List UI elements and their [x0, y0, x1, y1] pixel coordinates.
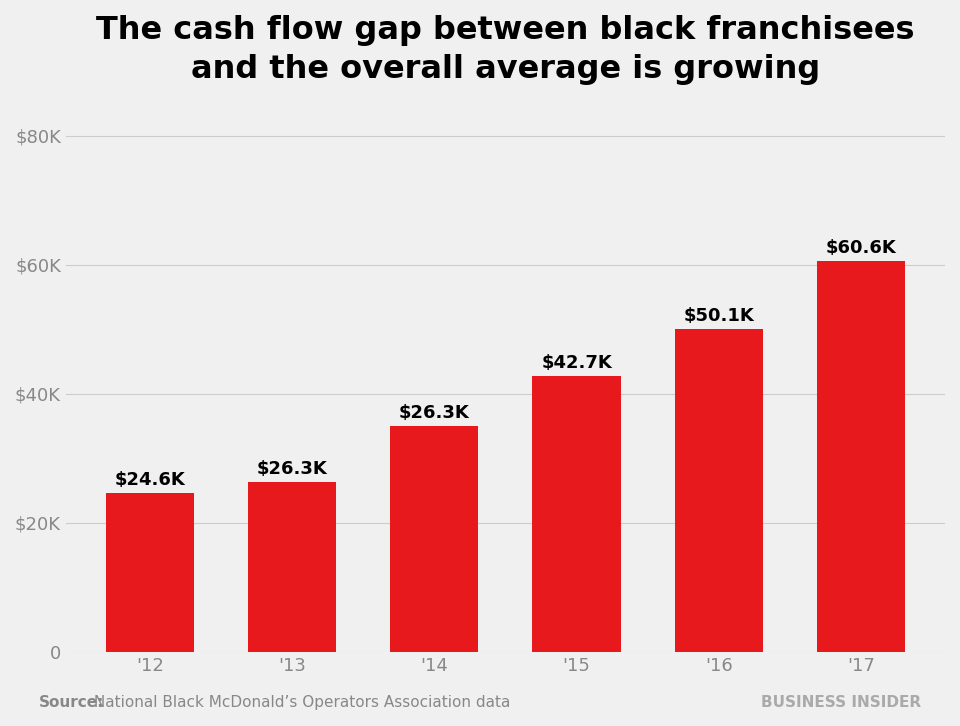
- Bar: [817, 261, 905, 652]
- Text: BUSINESS INSIDER: BUSINESS INSIDER: [761, 695, 922, 710]
- Text: $26.3K: $26.3K: [256, 460, 327, 478]
- Bar: [391, 426, 478, 652]
- Bar: [248, 482, 336, 652]
- Bar: [533, 376, 620, 652]
- Text: $24.6K: $24.6K: [114, 471, 185, 489]
- Text: $50.1K: $50.1K: [684, 306, 755, 325]
- Text: National Black McDonald’s Operators Association data: National Black McDonald’s Operators Asso…: [89, 695, 511, 710]
- Text: $60.6K: $60.6K: [826, 239, 897, 257]
- Text: $42.7K: $42.7K: [541, 354, 612, 372]
- Title: The cash flow gap between black franchisees
and the overall average is growing: The cash flow gap between black franchis…: [96, 15, 915, 86]
- Bar: [106, 493, 194, 652]
- Text: $26.3K: $26.3K: [399, 404, 469, 422]
- Bar: [675, 329, 763, 652]
- Text: Source:: Source:: [38, 695, 104, 710]
